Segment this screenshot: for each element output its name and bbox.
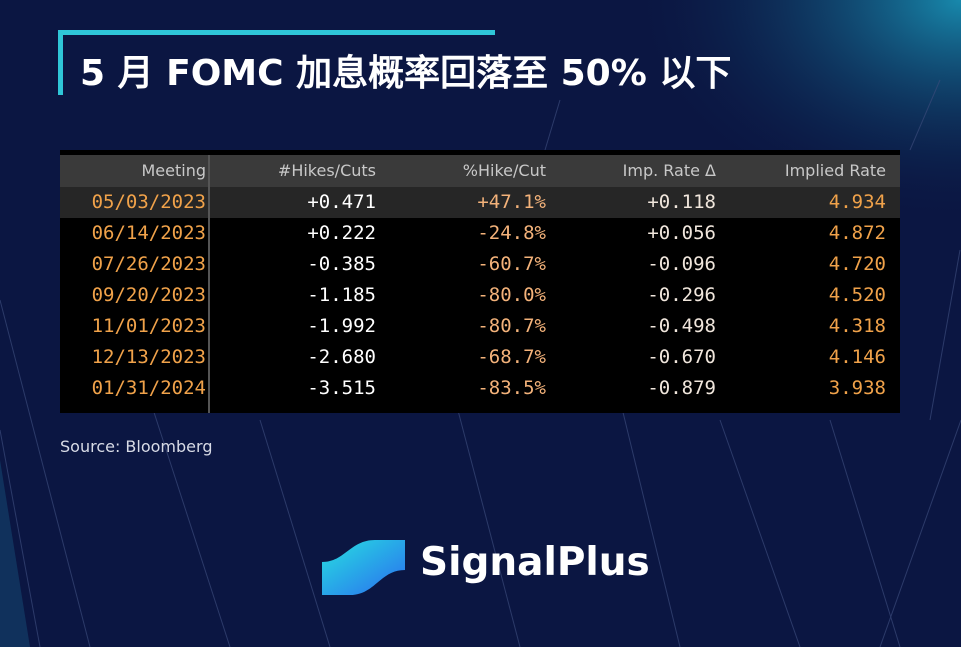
table-cell: -0.296 [647, 284, 716, 306]
table-cell: -80.0% [477, 284, 546, 306]
table-cell: 4.146 [828, 346, 886, 368]
table-cell: -0.385 [307, 253, 376, 275]
table-cell: +0.056 [647, 222, 716, 244]
table-cell: 09/20/2023 [91, 284, 206, 306]
table-cell: 11/01/2023 [91, 315, 206, 337]
table-cell: -80.7% [477, 315, 546, 337]
table-cell: -0.498 [647, 315, 716, 337]
table-cell: -60.7% [477, 253, 546, 275]
title-frame [58, 30, 495, 95]
table-cell: +0.471 [307, 191, 376, 213]
table-cell: -3.515 [307, 377, 376, 399]
rate-table: Meeting #Hikes/Cuts %Hike/Cut Imp. Rate Δ Im… [60, 150, 900, 413]
table-cell: 12/13/2023 [91, 346, 206, 368]
logo [322, 540, 405, 595]
table-cell: -0.096 [647, 253, 716, 275]
table-cell: 4.872 [828, 222, 886, 244]
table-cell: 07/26/2023 [91, 253, 206, 275]
title: 5 月 FOMC 加息概率回落至 50% 以下 [80, 53, 732, 94]
table-cell: -0.879 [647, 377, 716, 399]
table-cell: 06/14/2023 [91, 222, 206, 244]
column-header: %Hike/Cut [462, 161, 546, 180]
table-cell: 4.934 [828, 191, 886, 213]
column-header: #Hikes/Cuts [277, 161, 376, 180]
table-cell: -0.670 [647, 346, 716, 368]
table-cell: 05/03/2023 [91, 191, 206, 213]
table-cell: -68.7% [477, 346, 546, 368]
source: Source: Bloomberg [60, 437, 213, 456]
table-cell: +47.1% [477, 191, 546, 213]
column-header: Meeting [141, 161, 206, 180]
table-cell: -2.680 [307, 346, 376, 368]
column-header: Imp. Rate Δ [622, 161, 716, 180]
table-cell: -24.8% [477, 222, 546, 244]
table-cell: -1.992 [307, 315, 376, 337]
table-cell: 4.520 [828, 284, 886, 306]
header-row [60, 155, 900, 187]
brand: SignalPlus [420, 540, 650, 585]
table-cell: 4.318 [828, 315, 886, 337]
table-cell: 3.938 [828, 377, 886, 399]
table-cell: -83.5% [477, 377, 546, 399]
separator [208, 155, 210, 413]
table-cell: -1.185 [307, 284, 376, 306]
table-cell: +0.222 [307, 222, 376, 244]
column-header: Implied Rate [784, 161, 886, 180]
table-cell: 01/31/2024 [91, 377, 206, 399]
table-cell: 4.720 [828, 253, 886, 275]
table-cell: +0.118 [647, 191, 716, 213]
highlight-row [60, 187, 900, 218]
